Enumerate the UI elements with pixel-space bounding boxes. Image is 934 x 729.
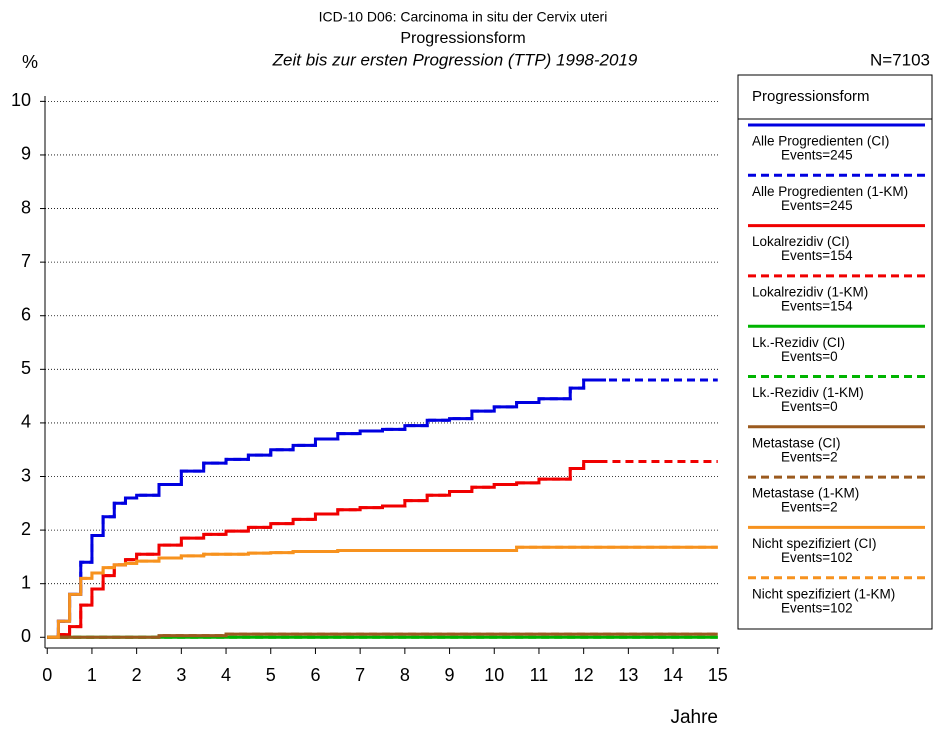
x-tick-label: 4: [221, 665, 231, 685]
x-tick-label: 8: [400, 665, 410, 685]
series-line: [47, 545, 718, 639]
supertitle: ICD-10 D06: Carcinoma in situ der Cervix…: [319, 9, 608, 25]
legend-label: Lokalrezidiv (CI): [752, 234, 850, 249]
x-tick-label: 13: [618, 665, 638, 685]
x-tick-label: 11: [530, 665, 549, 685]
legend-events: Events=2: [781, 449, 838, 464]
legend-label: Nicht spezifiziert (CI): [752, 536, 877, 551]
y-tick-label: 7: [21, 251, 31, 271]
y-tick-label: 6: [21, 304, 31, 324]
x-axis-label: Jahre: [670, 707, 718, 728]
legend-events: Events=0: [781, 399, 838, 414]
legend-label: Alle Progredienten (CI): [752, 134, 889, 149]
y-axis-label: %: [22, 52, 38, 72]
x-tick-label: 15: [708, 665, 728, 685]
legend-events: Events=154: [781, 298, 853, 313]
y-tick-label: 3: [21, 465, 31, 485]
n-label: N=7103: [870, 50, 930, 69]
x-tick-label: 12: [574, 665, 594, 685]
y-tick-label: 10: [11, 90, 31, 110]
x-tick-label: 14: [663, 665, 683, 685]
legend-label: Lk.-Rezidiv (1-KM): [752, 385, 864, 400]
x-tick-label: 2: [132, 665, 142, 685]
x-tick-label: 1: [87, 665, 97, 685]
legend-label: Lokalrezidiv (1-KM): [752, 284, 868, 299]
y-tick-label: 2: [21, 519, 31, 539]
y-tick-label: 8: [21, 197, 31, 217]
legend-label: Metastase (CI): [752, 435, 841, 450]
legend-events: Events=245: [781, 148, 853, 163]
legend-label: Nicht spezifiziert (1-KM): [752, 586, 895, 601]
legend-box: [737, 74, 933, 630]
y-tick-label: 5: [21, 358, 31, 378]
x-tick-label: 0: [42, 665, 52, 685]
legend-title: Progressionsform: [752, 88, 870, 105]
y-tick-label: 0: [21, 626, 31, 646]
y-tick-label: 9: [21, 144, 31, 164]
legend-events: Events=0: [781, 349, 838, 364]
legend-label: Metastase (1-KM): [752, 486, 859, 501]
series-line: [47, 632, 718, 639]
y-tick-label: 4: [21, 412, 31, 432]
y-tick-label: 1: [21, 572, 31, 592]
subtitle: Zeit bis zur ersten Progression (TTP) 19…: [272, 50, 638, 69]
legend-events: Events=154: [781, 248, 853, 263]
legend-events: Events=245: [781, 198, 853, 213]
chart-title: Progressionsform: [400, 30, 525, 47]
legend-events: Events=102: [781, 550, 853, 565]
series-line: [47, 378, 607, 639]
legend-events: Events=102: [781, 600, 853, 615]
x-tick-label: 6: [310, 665, 320, 685]
legend-label: Lk.-Rezidiv (CI): [752, 335, 845, 350]
x-tick-label: 3: [176, 665, 186, 685]
x-tick-label: 9: [445, 665, 455, 685]
legend-events: Events=2: [781, 500, 838, 515]
x-tick-label: 5: [266, 665, 276, 685]
series-line: [47, 459, 607, 639]
x-tick-label: 7: [355, 665, 365, 685]
x-tick-label: 10: [484, 665, 504, 685]
legend-label: Alle Progredienten (1-KM): [752, 184, 908, 199]
